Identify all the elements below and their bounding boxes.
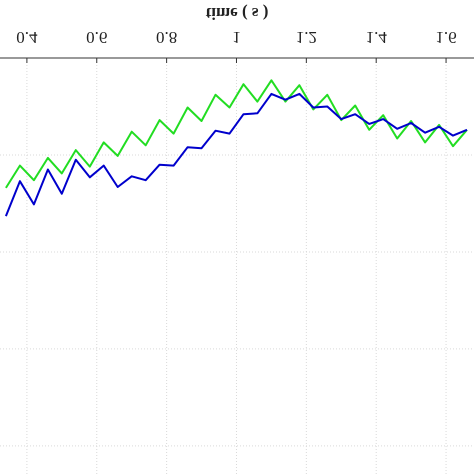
- x-tick-label: 0.8: [156, 28, 177, 47]
- x-tick-label: 1.2: [296, 28, 317, 47]
- x-tick-label: 1.6: [435, 28, 456, 47]
- series-line: [4, 92, 468, 217]
- x-tick-label: 0.6: [86, 28, 107, 47]
- x-axis-title: time ( s ): [206, 4, 269, 23]
- x-tick-label: 1.4: [366, 28, 388, 47]
- series-line: [5, 79, 468, 189]
- x-tick-label: 1: [232, 28, 241, 47]
- x-tick-label: 0.4: [16, 28, 38, 47]
